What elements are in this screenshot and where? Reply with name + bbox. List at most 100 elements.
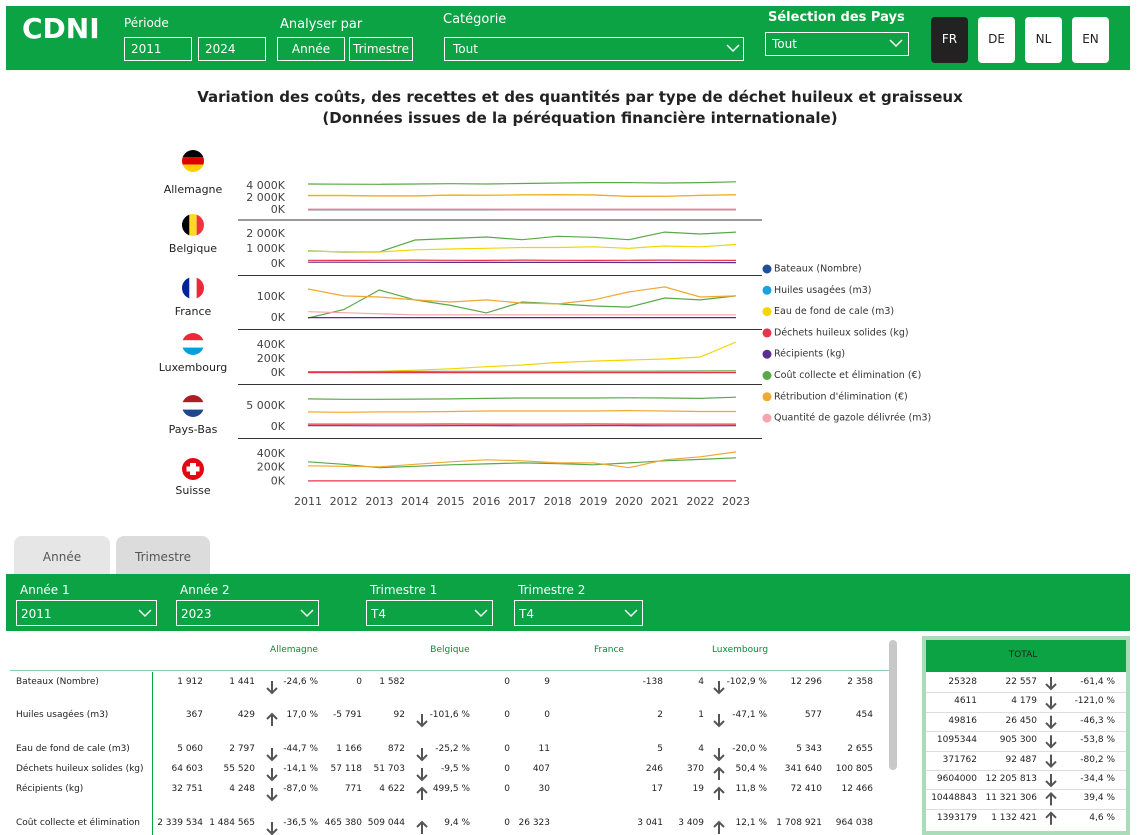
y-tick-label: 0K (271, 311, 286, 324)
cell: 92 (393, 710, 405, 720)
cell: 0 (356, 677, 362, 687)
cell: 0 (504, 677, 510, 687)
cell: 12 205 813 (985, 774, 1037, 784)
cell: -9,5 % (441, 764, 470, 774)
legend-marker (762, 264, 772, 274)
legend-label: Bateaux (Nombre) (774, 264, 862, 275)
series-line (307, 396, 737, 400)
cell: 5 343 (796, 744, 822, 754)
column-header: Allemagne (270, 645, 318, 655)
cell: -46,3 % (1080, 715, 1115, 726)
legend-marker (762, 371, 772, 380)
tab[interactable]: Trimestre (116, 536, 210, 574)
x-tick-label: 2023 (722, 495, 750, 508)
x-tick-label: 2018 (544, 495, 572, 508)
dropdown[interactable]: T4 (366, 600, 493, 626)
cell: 51 703 (373, 764, 406, 774)
y-tick-label: 1 000K (246, 242, 285, 255)
cell: -53,8 % (1080, 735, 1115, 746)
language-button[interactable]: NL (1025, 17, 1062, 63)
filter-label: Année 1 (20, 583, 70, 597)
input[interactable]: 2024 (198, 37, 266, 61)
cell: 9,4 % (444, 818, 470, 828)
language-button[interactable]: FR (931, 17, 968, 63)
cell: 9 (544, 677, 550, 687)
button[interactable]: Année (277, 37, 345, 61)
cell: 92 487 (1005, 754, 1038, 765)
cell: -61,4 % (1080, 677, 1115, 687)
language-button[interactable]: DE (978, 17, 1015, 63)
legend-label: Déchets huileux solides (kg) (774, 327, 909, 338)
flag (182, 157, 204, 165)
flag (189, 277, 197, 299)
row-line (926, 789, 1126, 791)
flag (186, 463, 200, 475)
cell: -20,0 % (732, 744, 767, 754)
y-tick-label: 2 000K (246, 191, 285, 204)
table-header-line (10, 670, 890, 671)
column-header: France (594, 645, 624, 655)
x-tick-label: 2015 (437, 495, 465, 508)
y-tick-label: 100K (257, 290, 286, 303)
cell: 11,8 % (735, 784, 767, 794)
y-tick-label: 0K (271, 475, 286, 488)
x-tick-label: 2021 (651, 495, 679, 508)
y-tick-label: 200K (257, 352, 286, 365)
dropdown[interactable]: 2011 (16, 600, 157, 626)
series-line (307, 194, 737, 198)
cell: 1095344 (936, 735, 977, 746)
legend-marker (762, 349, 772, 359)
legend-label: Récipients (kg) (774, 349, 845, 360)
series-line (307, 286, 737, 305)
cell: 367 (185, 710, 203, 720)
series-line (307, 341, 737, 373)
cell: 499,5 % (432, 784, 470, 794)
label: Sélection des Pays (768, 10, 905, 25)
cell: 2 655 (847, 744, 873, 754)
flag (189, 214, 197, 236)
dropdown[interactable]: 2023 (176, 600, 319, 626)
cell: 341 640 (784, 764, 822, 774)
x-tick-label: 2013 (365, 495, 393, 508)
scrollbar[interactable] (889, 640, 897, 770)
flag (182, 333, 204, 341)
row-label: Huiles usagées (m3) (16, 710, 109, 720)
cell: 246 (645, 764, 663, 774)
x-tick-label: 2019 (579, 495, 607, 508)
cell: -24,6 % (283, 677, 318, 687)
dropdown[interactable]: Tout (444, 37, 744, 61)
cell: -87,0 % (283, 784, 318, 794)
legend-marker (762, 413, 772, 423)
cell: 4611 (954, 696, 977, 707)
dropdown[interactable]: Tout (765, 32, 909, 56)
series-line (308, 370, 737, 373)
cell: 1 441 (229, 677, 255, 687)
cell: 1 582 (379, 677, 405, 687)
y-tick-label: 400K (257, 447, 286, 460)
input[interactable]: 2011 (124, 37, 192, 61)
series-line (307, 289, 737, 319)
cell: 57 118 (330, 764, 363, 774)
cell: 11 (538, 744, 550, 754)
language-button[interactable]: EN (1072, 17, 1109, 63)
filter-label: Trimestre 1 (370, 583, 438, 597)
cell: 0 (544, 710, 550, 720)
button[interactable]: Trimestre (349, 37, 413, 61)
legend-label: Huiles usagées (m3) (774, 285, 871, 296)
flag (182, 150, 204, 158)
cell: 1 708 921 (776, 818, 822, 828)
legend-label: Eau de fond de cale (m3) (774, 306, 894, 317)
cell: 4 (698, 677, 704, 687)
cell: 5 (657, 744, 663, 754)
cell: 64 603 (171, 764, 204, 774)
cell: 964 038 (835, 818, 873, 828)
flag (196, 214, 204, 236)
cell: 4 (698, 744, 704, 754)
dropdown[interactable]: T4 (514, 600, 643, 626)
cell: 1 132 421 (991, 812, 1037, 823)
tab[interactable]: Année (14, 536, 110, 574)
x-tick-label: 2020 (615, 495, 643, 508)
flag (182, 402, 204, 410)
chart-title: (Données issues de la péréquation financ… (322, 109, 838, 127)
